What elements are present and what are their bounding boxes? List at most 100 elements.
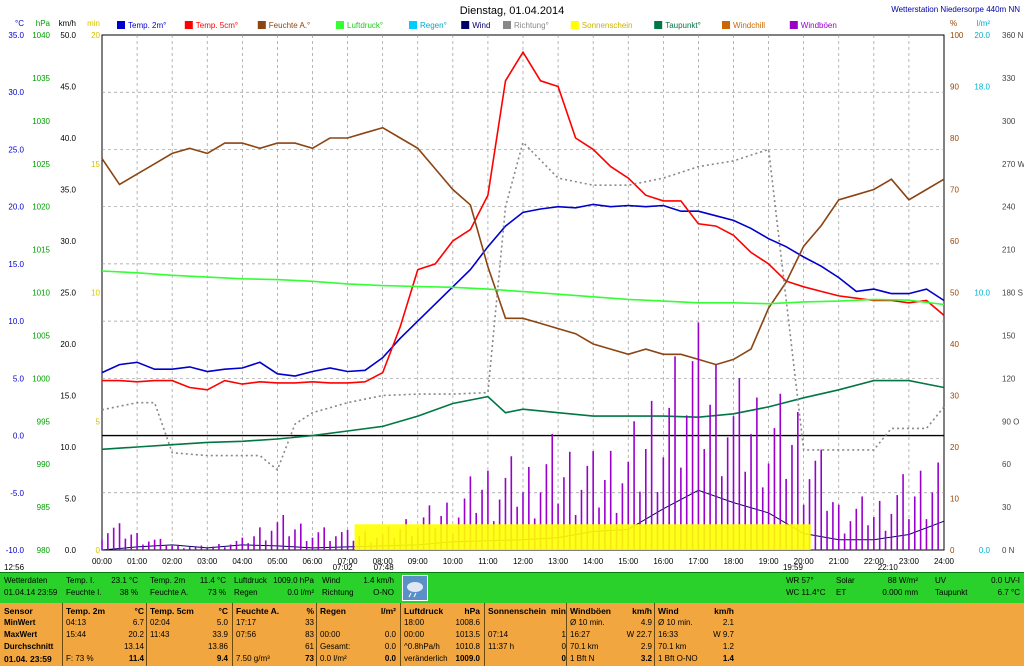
humidity-tick-label: 100 — [950, 31, 964, 40]
regen-unit: l/m² — [380, 606, 396, 616]
station-label: Wetterstation Niedersorpe 440m NN — [891, 5, 1020, 14]
temp5cm-time: 02:04 — [150, 618, 171, 627]
temp2m-value: 11.4 — [128, 654, 144, 663]
pressure-tick-label: 995 — [37, 417, 51, 426]
luftdruck-header: Luftdruck — [404, 606, 444, 616]
windchill-value: WC 11.4°C — [786, 588, 826, 597]
pressure-tick-label: 990 — [37, 460, 51, 469]
sun-tick-label: 20 — [91, 31, 100, 40]
rain-tick-label: 20.0 — [974, 31, 990, 40]
sonne-value: 1 — [561, 630, 566, 639]
temp2m-header: Temp. 2m — [66, 606, 106, 616]
temp2m-time: F: 73 % — [66, 654, 94, 663]
pressure-tick-label: 1005 — [32, 331, 50, 340]
x-tick-label: 08:00 — [373, 557, 394, 566]
legend-label: Regen° — [420, 21, 447, 30]
wind-value: 1.4 — [722, 654, 734, 663]
time-marker: 12:56 — [4, 563, 25, 572]
rain-axis-unit: l/m² — [977, 19, 991, 28]
pressure-tick-label: 985 — [37, 503, 51, 512]
x-tick-label: 24:00 — [934, 557, 955, 566]
feuchte-time: 07:56 — [236, 630, 257, 639]
sonne-time: 07:14 — [488, 630, 509, 639]
temp-tick-label: -5.0 — [10, 489, 24, 498]
temp-tick-label: 25.0 — [8, 145, 24, 154]
sunrise-marker: 07:02 — [333, 563, 354, 572]
wind-unit: km/h — [714, 606, 734, 616]
humidity-tick-label: 30 — [950, 392, 959, 401]
feuchte-value: 61 — [305, 642, 314, 651]
direction-tick-label: 240 — [1002, 203, 1016, 212]
temp-tick-label: 0.0 — [13, 432, 25, 441]
x-tick-label: 12:00 — [513, 557, 534, 566]
temp-2m-label: Temp. 2m — [150, 576, 186, 585]
x-tick-label: 10:00 — [443, 557, 464, 566]
direction-tick-label: 60 — [1002, 460, 1011, 469]
legend-swatch — [184, 21, 193, 29]
solar-label: Solar — [836, 576, 855, 585]
solar-value: 88 W/m² — [887, 576, 918, 585]
regen-time: 00:00 — [320, 630, 341, 639]
sonne-value: 0 — [561, 654, 566, 663]
legend-label: Windchill — [733, 21, 765, 30]
row-label: Sensor — [4, 606, 33, 616]
pressure-tick-label: 1000 — [32, 374, 50, 383]
sonne-value: 0 — [561, 642, 566, 651]
humidity-i-label: Feuchte I. — [66, 588, 102, 597]
wind-time: 1 Bft O-NO — [658, 654, 698, 663]
x-tick-label: 07:00 — [338, 557, 359, 566]
x-tick-label: 02:00 — [162, 557, 183, 566]
direction-tick-label: 210 — [1002, 246, 1016, 255]
regen-value: 0.0 — [384, 630, 396, 639]
feuchte-unit: % — [306, 606, 314, 616]
sun-tick-label: 0 — [96, 546, 101, 555]
sun-tick-label: 10 — [91, 289, 100, 298]
temp2m-unit: °C — [134, 606, 144, 616]
humidity-tick-label: 70 — [950, 186, 959, 195]
row-label: MaxWert — [4, 630, 38, 639]
wind-tick-label: 45.0 — [60, 83, 76, 92]
direction-tick-label: 330 — [1002, 74, 1016, 83]
pressure-tick-label: 1010 — [32, 289, 50, 298]
series-line — [101, 126, 945, 366]
legend: Temp. 2m° Temp. 5cm° Feuchte A.° Luftdruck°… — [117, 21, 837, 30]
temp-tick-label: -10.0 — [6, 546, 25, 555]
direction-tick-label: 300 — [1002, 117, 1016, 126]
x-tick-label: 17:00 — [688, 557, 709, 566]
sonne-header: Sonnenschein — [488, 606, 547, 616]
x-tick-label: 11:00 — [478, 557, 498, 566]
temp-2m-value: 11.4 °C — [199, 576, 226, 585]
row-label: 01.04. 23:59 — [4, 654, 52, 664]
column-separator — [62, 603, 63, 666]
legend-swatch — [722, 21, 730, 29]
temp5cm-value: 5.0 — [216, 618, 228, 627]
luftdruck-value: 1010.8 — [455, 642, 480, 651]
humidity-tick-label: 60 — [950, 237, 959, 246]
humidity-tick-label: 0 — [950, 546, 955, 555]
humidity-a-label: Feuchte A. — [150, 588, 189, 597]
series-line — [101, 270, 945, 306]
dewpoint-label: Taupunkt — [935, 588, 968, 597]
column-separator — [566, 603, 567, 666]
temp5cm-header: Temp. 5cm — [150, 606, 194, 616]
statistics-bar: Sensor MinWert MaxWert Durchschnitt 01.04. 2… — [0, 603, 1024, 666]
pressure-tick-label: 1040 — [32, 31, 50, 40]
legend-swatch — [336, 21, 344, 29]
temp5cm-value: 9.4 — [216, 654, 228, 663]
temp2m-time: 15:44 — [66, 630, 87, 639]
legend-label: Temp. 2m° — [128, 21, 166, 30]
sun-axis-unit: min — [87, 19, 100, 28]
temp-i-label: Temp. I. — [66, 576, 95, 585]
wind-tick-label: 15.0 — [60, 392, 76, 401]
boeen-value: W 22.7 — [626, 630, 652, 639]
boeen-value: 2.9 — [640, 642, 652, 651]
x-tick-label: 09:00 — [408, 557, 429, 566]
legend-swatch — [503, 21, 511, 29]
weather-chart: Dienstag, 01.04.2014 Wetterstation Niede… — [4, 5, 1024, 572]
legend-label: Sonnenschein — [582, 21, 633, 30]
direction-tick-label: 0 N — [1002, 546, 1015, 555]
wind-axis-unit: km/h — [59, 19, 76, 28]
sunshine-band — [354, 524, 811, 550]
pressure-tick-label: 1030 — [32, 117, 50, 126]
luftdruck-value: 1008.6 — [455, 618, 480, 627]
